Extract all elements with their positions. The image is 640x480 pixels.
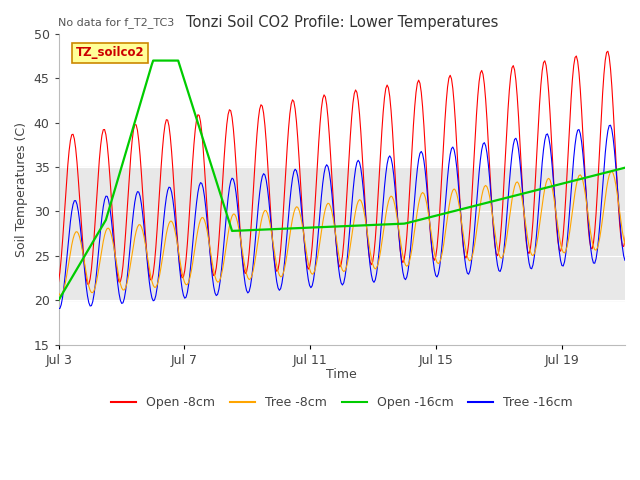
- Text: No data for f_T2_TC3: No data for f_T2_TC3: [58, 17, 174, 28]
- Bar: [59, 167, 625, 300]
- Title: Tonzi Soil CO2 Profile: Lower Temperatures: Tonzi Soil CO2 Profile: Lower Temperatur…: [186, 15, 498, 30]
- Text: TZ_soilco2: TZ_soilco2: [76, 47, 144, 60]
- Y-axis label: Soil Temperatures (C): Soil Temperatures (C): [15, 122, 28, 257]
- X-axis label: Time: Time: [326, 368, 357, 381]
- Legend: Open -8cm, Tree -8cm, Open -16cm, Tree -16cm: Open -8cm, Tree -8cm, Open -16cm, Tree -…: [106, 391, 578, 414]
